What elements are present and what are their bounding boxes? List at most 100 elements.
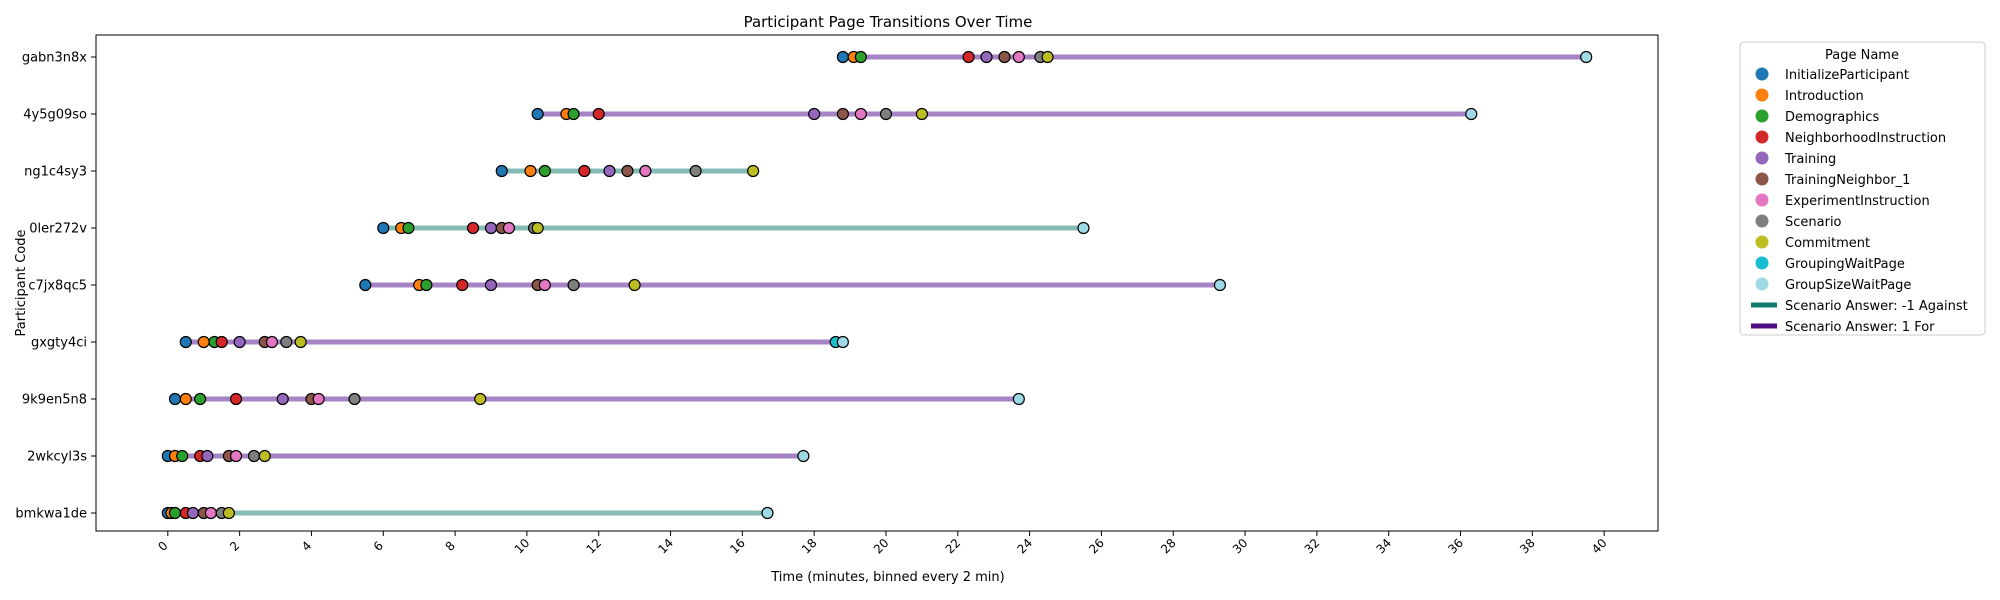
event-marker [621,164,634,178]
legend-marker [1755,88,1769,102]
event-marker [179,392,192,406]
event-marker [628,278,641,292]
chart-title: Participant Page Transitions Over Time [744,13,1033,31]
event-marker [879,107,893,121]
event-marker [294,335,307,349]
event-marker [836,335,849,349]
y-axis-label: Participant Code [14,229,29,336]
legend-label: Scenario Answer: -1 Against [1785,299,1968,314]
event-marker [1213,278,1227,292]
event-marker [567,107,580,121]
event-marker [639,164,652,178]
event-marker [531,221,544,235]
event-marker [233,335,246,349]
x-tick-label: 38 [1517,536,1538,557]
event-marker [168,506,182,520]
series-points [161,50,1593,520]
event-marker [201,449,214,463]
x-tick-label: 12 [584,536,605,557]
legend-marker [1755,193,1769,207]
legend-label: Commitment [1785,236,1870,251]
event-marker [1465,107,1478,121]
event-marker [229,392,243,406]
event-marker [377,221,390,235]
event-marker [179,335,192,349]
event-marker [998,50,1011,64]
y-tick-label: bmkwa1de [15,507,87,522]
x-tick-label: 36 [1445,536,1466,557]
event-marker [808,107,821,121]
event-marker [194,392,207,406]
legend-title: Page Name [1825,48,1899,63]
event-marker [980,50,993,64]
legend-label: Demographics [1785,110,1879,125]
x-tick-label: 28 [1158,536,1179,557]
y-axis: gabn3n8x 4y5g09so ng1c4sy3 0ler272v c7jx8qc5… [15,51,96,522]
legend-marker [1755,109,1769,123]
event-marker [466,221,480,235]
x-axis-label: Time (minutes, binned every 2 min) [770,570,1004,585]
event-marker [359,278,372,292]
y-tick-label: gabn3n8x [22,51,87,66]
event-marker [1580,50,1593,64]
event-marker [474,392,487,406]
x-tick-label: 4 [299,539,314,554]
event-marker [915,107,928,121]
x-tick-label: 18 [799,536,820,557]
legend-label: ExperimentInstruction [1785,194,1930,209]
event-marker [836,50,849,64]
legend-marker [1755,277,1769,291]
event-marker [592,107,605,121]
legend-frame [1739,41,1986,336]
y-tick-label: 4y5g09so [23,108,87,123]
event-marker [495,164,508,178]
x-axis: 0 2 4 6 8 10 12 14 16 18 20 22 24 26 28 30 32 34 36 38 40 [155,531,1610,557]
event-marker [1077,221,1090,235]
event-marker [229,449,243,463]
event-marker [797,449,810,463]
x-tick-label: 40 [1589,536,1610,557]
x-tick-label: 30 [1230,536,1251,557]
event-marker [402,221,415,235]
x-tick-label: 8 [443,539,458,554]
x-tick-label: 14 [655,536,676,557]
event-marker [168,392,182,406]
x-tick-label: 22 [943,536,964,557]
x-tick-label: 32 [1302,536,1323,557]
legend-label: Training [1784,152,1836,167]
legend-label: GroupingWaitPage [1785,257,1905,272]
y-tick-label: c7jx8qc5 [28,279,87,294]
plot-frame [95,34,1659,532]
legend-marker [1755,214,1769,228]
y-tick-label: 9k9en5n8 [22,393,87,408]
legend: Page Name InitializeParticipant Introduct… [1739,41,1986,336]
event-marker [258,449,271,463]
legend-label: NeighborhoodInstruction [1785,131,1946,146]
x-tick-label: 0 [155,539,170,554]
event-marker [689,164,702,178]
legend-label: Introduction [1785,89,1864,104]
event-marker [502,221,516,235]
event-marker [761,506,774,520]
event-marker [854,50,867,64]
legend-items: InitializeParticipant Introduction Demogra… [1751,67,1968,335]
event-marker [312,392,325,406]
event-marker [836,107,849,121]
event-marker [456,278,469,292]
legend-marker [1755,235,1769,249]
event-marker [603,164,616,178]
legend-marker [1755,172,1769,186]
event-marker [1041,50,1054,64]
event-marker [280,335,293,349]
event-marker [854,107,867,121]
legend-marker [1755,67,1769,81]
event-marker [524,164,537,178]
legend-marker [1755,130,1769,144]
event-marker [538,278,551,292]
event-marker [578,164,591,178]
legend-label: GroupSizeWaitPage [1785,278,1911,293]
x-tick-label: 2 [227,539,242,554]
legend-label: TrainingNeighbor_1 [1784,173,1910,188]
